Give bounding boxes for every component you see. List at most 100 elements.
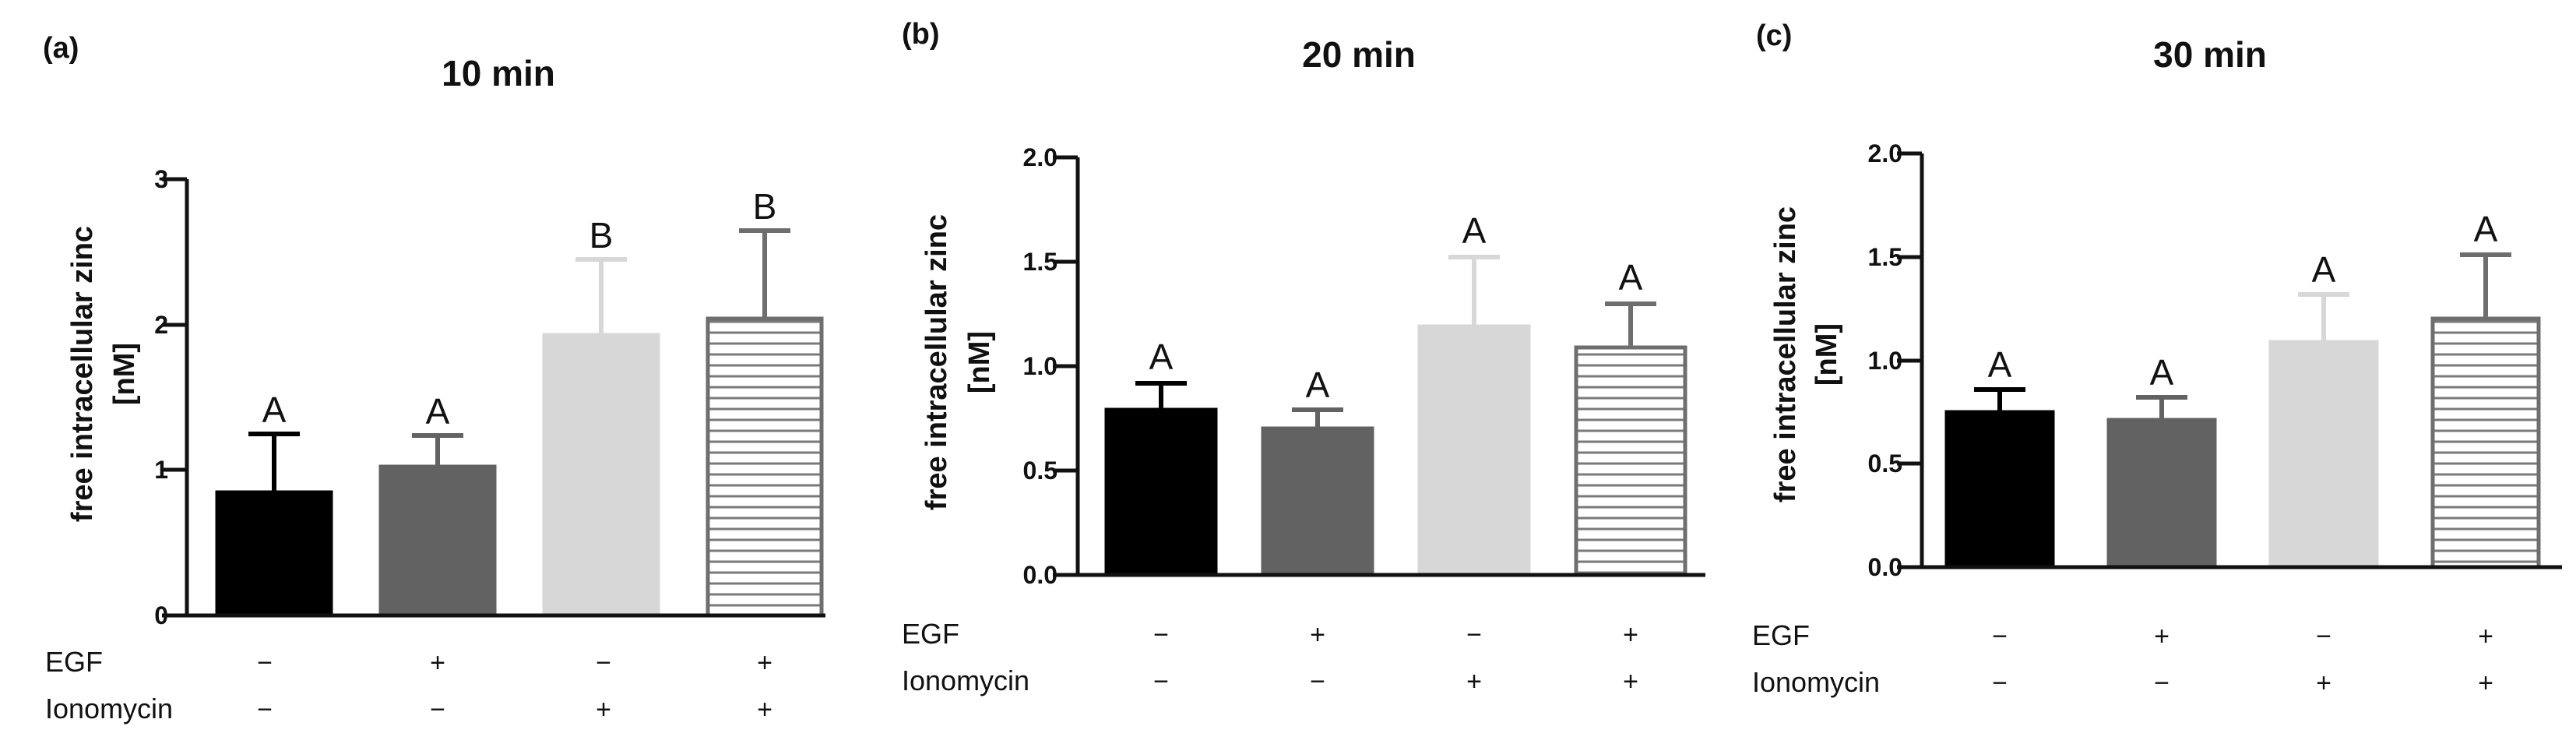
panel-letter: (c) [1756, 19, 1792, 52]
y-tick-label: 0.0 [1023, 561, 1057, 589]
row-label-egf: EGF [902, 618, 959, 650]
chart-title: 30 min [2153, 34, 2267, 75]
chart-title: 10 min [442, 53, 555, 93]
treatment-table: EGF Ionomycin − + − + − − + + [902, 618, 1638, 696]
significance-letter: A [1988, 344, 2012, 385]
row-label-egf: EGF [1752, 619, 1810, 651]
bar [378, 464, 497, 618]
egf-sign: − [1992, 622, 2008, 651]
ionomycin-sign: + [2478, 668, 2493, 698]
error-bars [1974, 252, 2511, 420]
y-axis-label-line1: free intracellular zinc [920, 214, 953, 510]
ionomycin-sign: + [596, 695, 611, 725]
bar [2430, 316, 2541, 569]
bars [1104, 324, 1687, 577]
ionomycin-sign: − [1310, 667, 1325, 696]
panel-letter: (a) [43, 32, 79, 65]
axes [185, 179, 825, 618]
bar [1417, 324, 1531, 577]
y-tick-labels: 0 1 2 3 [154, 165, 168, 629]
ionomycin-sign: − [1153, 667, 1169, 696]
egf-sign: + [757, 648, 772, 678]
significance-letter: A [1619, 257, 1643, 298]
egf-sign: − [1466, 620, 1482, 650]
egf-sign: + [430, 648, 445, 678]
axes [1920, 153, 2562, 569]
bar [1261, 426, 1374, 577]
y-tick-label: 1.0 [1868, 347, 1902, 375]
egf-sign: − [596, 648, 611, 678]
bars [1944, 316, 2541, 569]
chart-title: 20 min [1302, 34, 1416, 75]
y-tick-label: 1 [154, 456, 168, 484]
chart-panel-a: (a) 10 min free intracellular zinc [nM] … [43, 32, 825, 725]
bar [2106, 418, 2217, 569]
panel-letter: (b) [902, 18, 940, 51]
ionomycin-sign: + [1623, 667, 1638, 696]
y-axis-ticks [1053, 155, 1078, 577]
y-tick-label: 2.0 [1868, 139, 1902, 167]
error-bars [1135, 255, 1656, 428]
y-tick-label: 0.5 [1023, 457, 1057, 485]
y-axis-label-line2: [nM] [1811, 323, 1843, 386]
egf-sign: + [2478, 622, 2493, 651]
y-tick-label: 0 [154, 601, 168, 629]
egf-sign: − [1153, 620, 1169, 650]
error-bars [248, 228, 790, 492]
significance-letter: A [2312, 249, 2336, 290]
y-axis-label-line1: free intracellular zinc [1769, 206, 1802, 502]
y-tick-label: 1.0 [1023, 352, 1057, 380]
significance-letters: A A A A [1149, 210, 1643, 405]
ionomycin-sign: − [2154, 668, 2170, 698]
y-tick-label: 2 [154, 311, 168, 339]
bar [1574, 345, 1687, 577]
y-tick-label: 1.5 [1023, 248, 1057, 276]
row-label-ionomycin: Ionomycin [45, 693, 173, 725]
bar [706, 316, 824, 618]
ionomycin-sign: − [1992, 668, 2008, 698]
significance-letter: A [1462, 210, 1487, 251]
significance-letters: A A A A [1988, 209, 2498, 393]
row-label-ionomycin: Ionomycin [1752, 666, 1880, 698]
significance-letter: A [2474, 209, 2498, 249]
chart-panel-c: (c) 30 min free intracellular zinc [nM] … [1752, 19, 2562, 698]
ionomycin-sign: + [2316, 668, 2331, 698]
egf-sign: + [1310, 620, 1325, 650]
egf-sign: − [257, 648, 273, 678]
ionomycin-sign: − [257, 695, 273, 725]
significance-letter: B [753, 186, 777, 227]
y-axis-label-line1: free intracellular zinc [66, 226, 99, 522]
ionomycin-sign: − [430, 695, 445, 725]
treatment-table: EGF Ionomycin − + − + − − + + [45, 646, 772, 725]
ionomycin-sign: + [1466, 667, 1482, 696]
y-tick-label: 2.0 [1023, 143, 1057, 171]
y-tick-label: 0.5 [1868, 450, 1902, 478]
y-tick-labels: 0.0 0.5 1.0 1.5 2.0 [1023, 143, 1057, 589]
bar [2268, 340, 2379, 569]
significance-letter: A [1149, 337, 1174, 377]
y-axis-label-line2: [nM] [108, 343, 141, 405]
chart-panel-b: (b) 20 min free intracellular zinc [nM] … [902, 18, 1705, 696]
significance-letter: A [2150, 352, 2174, 393]
egf-sign: + [1623, 620, 1638, 650]
treatment-table: EGF Ionomycin − + − + − − + + [1752, 619, 2493, 698]
y-tick-label: 3 [154, 165, 168, 193]
significance-letter: A [262, 390, 287, 430]
bar [542, 333, 660, 618]
bar [1104, 407, 1218, 577]
row-label-egf: EGF [45, 646, 103, 678]
significance-letters: A A B B [262, 186, 777, 432]
egf-sign: + [2154, 622, 2170, 651]
y-axis-ticks [162, 177, 187, 618]
y-tick-labels: 0.0 0.5 1.0 1.5 2.0 [1868, 139, 1902, 581]
y-axis-ticks [1897, 151, 1922, 569]
significance-letter: B [589, 215, 614, 256]
ionomycin-sign: + [757, 695, 772, 725]
significance-letter: A [1306, 365, 1330, 405]
y-tick-label: 0.0 [1868, 553, 1902, 581]
y-axis-label-line2: [nM] [963, 331, 996, 393]
row-label-ionomycin: Ionomycin [902, 665, 1029, 696]
y-tick-label: 1.5 [1868, 243, 1902, 271]
bar [1944, 410, 2055, 569]
